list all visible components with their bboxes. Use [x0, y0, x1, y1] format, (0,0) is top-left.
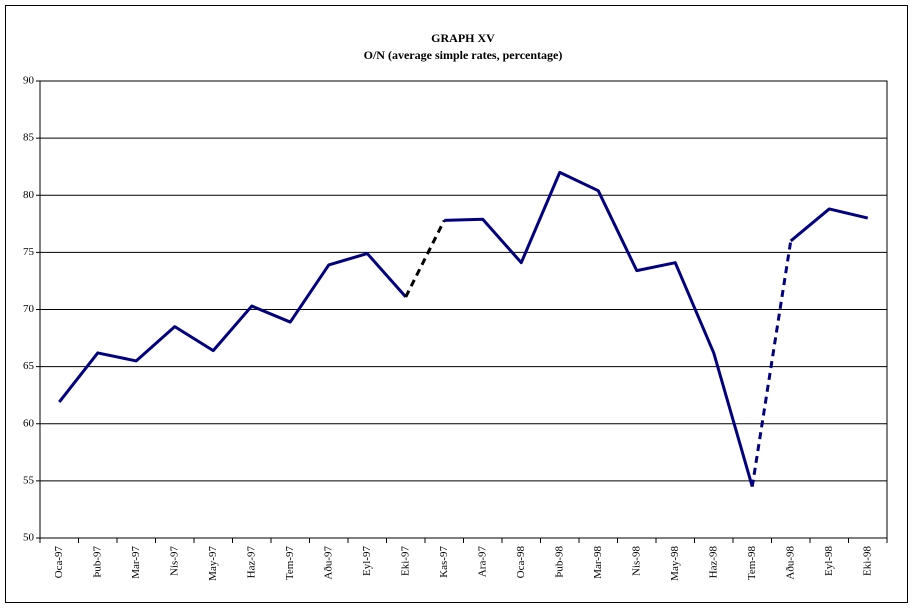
x-tick-label: Aðu-98 [784, 546, 796, 580]
y-tick-label: 55 [23, 474, 35, 486]
chart-frame [5, 5, 908, 603]
x-tick-label: Tem-97 [284, 546, 296, 581]
x-tick-label: Nis-98 [630, 546, 642, 576]
x-tick-label: Haz-98 [707, 546, 719, 579]
x-tick-label: Tem-98 [746, 546, 758, 581]
y-tick-label: 70 [23, 303, 35, 315]
x-tick-label: Þub-97 [91, 546, 103, 578]
x-tick-label: Mar-97 [130, 546, 142, 579]
chart-subtitle: O/N (average simple rates, percentage) [364, 48, 563, 62]
line-series [58, 252, 407, 403]
x-tick-label: Eki-97 [399, 546, 411, 576]
x-tick-label: Ara-97 [476, 546, 488, 578]
x-tick-label: May-98 [669, 546, 681, 581]
x-tick-label: Kas-97 [438, 546, 450, 578]
y-tick-label: 80 [23, 189, 35, 201]
line-series [444, 170, 754, 488]
dashed-segment [404, 219, 446, 298]
x-tick-label: Haz-97 [245, 546, 257, 579]
y-tick-label: 90 [23, 75, 35, 87]
x-tick-label: May-97 [207, 546, 219, 581]
x-tick-label: Nis-97 [168, 546, 180, 576]
y-tick-label: 75 [23, 246, 35, 258]
x-tick-label: Eki-98 [861, 546, 873, 576]
y-tick-label: 60 [23, 417, 35, 429]
x-tick-label: Oca-98 [515, 546, 527, 579]
chart-title: GRAPH XV [431, 31, 495, 45]
dashed-segment [750, 240, 793, 487]
x-tick-label: Oca-97 [53, 546, 65, 579]
line-series [789, 207, 869, 243]
x-tick-label: Eyl-97 [361, 546, 373, 576]
x-tick-label: Aðu-97 [322, 546, 334, 580]
x-tick-label: Þub-98 [553, 546, 565, 578]
y-tick-label: 50 [23, 532, 35, 544]
x-tick-label: Mar-98 [592, 546, 604, 579]
y-tick-label: 65 [23, 360, 35, 372]
x-tick-label: Eyl-98 [823, 546, 835, 576]
y-tick-label: 85 [23, 132, 35, 144]
